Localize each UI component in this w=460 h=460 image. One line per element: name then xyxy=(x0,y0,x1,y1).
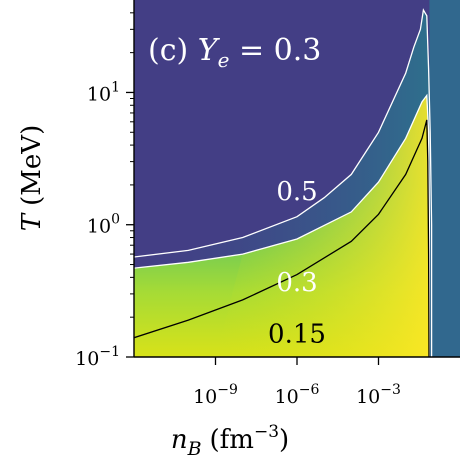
x-tick-label: 10−9 xyxy=(193,382,238,408)
y-axis-label: T(MeV) xyxy=(17,125,47,231)
heatmap-right-strip xyxy=(429,0,460,357)
y-tick-label: 10−1 xyxy=(75,344,120,370)
y-tick-label: 100 xyxy=(87,212,120,238)
contour-label-0-3: 0.3 xyxy=(276,268,317,298)
contour-line-0-15 xyxy=(134,119,430,357)
contour-line-0-5 xyxy=(134,8,433,357)
panel-label: (c) Ye = 0.3 xyxy=(148,33,321,72)
x-axis-label: nB (fm−3) xyxy=(171,422,289,460)
contour-lines xyxy=(134,8,433,357)
heatmap-core-region xyxy=(215,95,430,357)
x-tick-label: 10−6 xyxy=(275,382,320,408)
contour-line-0-3 xyxy=(134,93,431,357)
contour-labels: 0.5 0.3 0.15 xyxy=(268,177,326,350)
y-tick-label: 101 xyxy=(87,79,120,105)
contour-label-0-5: 0.5 xyxy=(276,177,317,207)
x-tick-label: 10−3 xyxy=(356,382,401,408)
axis-ticks: 10−1 100 101 10−9 10−6 10−3 xyxy=(75,12,401,408)
plot-area xyxy=(134,0,460,357)
contour-label-0-15: 0.15 xyxy=(268,320,326,350)
